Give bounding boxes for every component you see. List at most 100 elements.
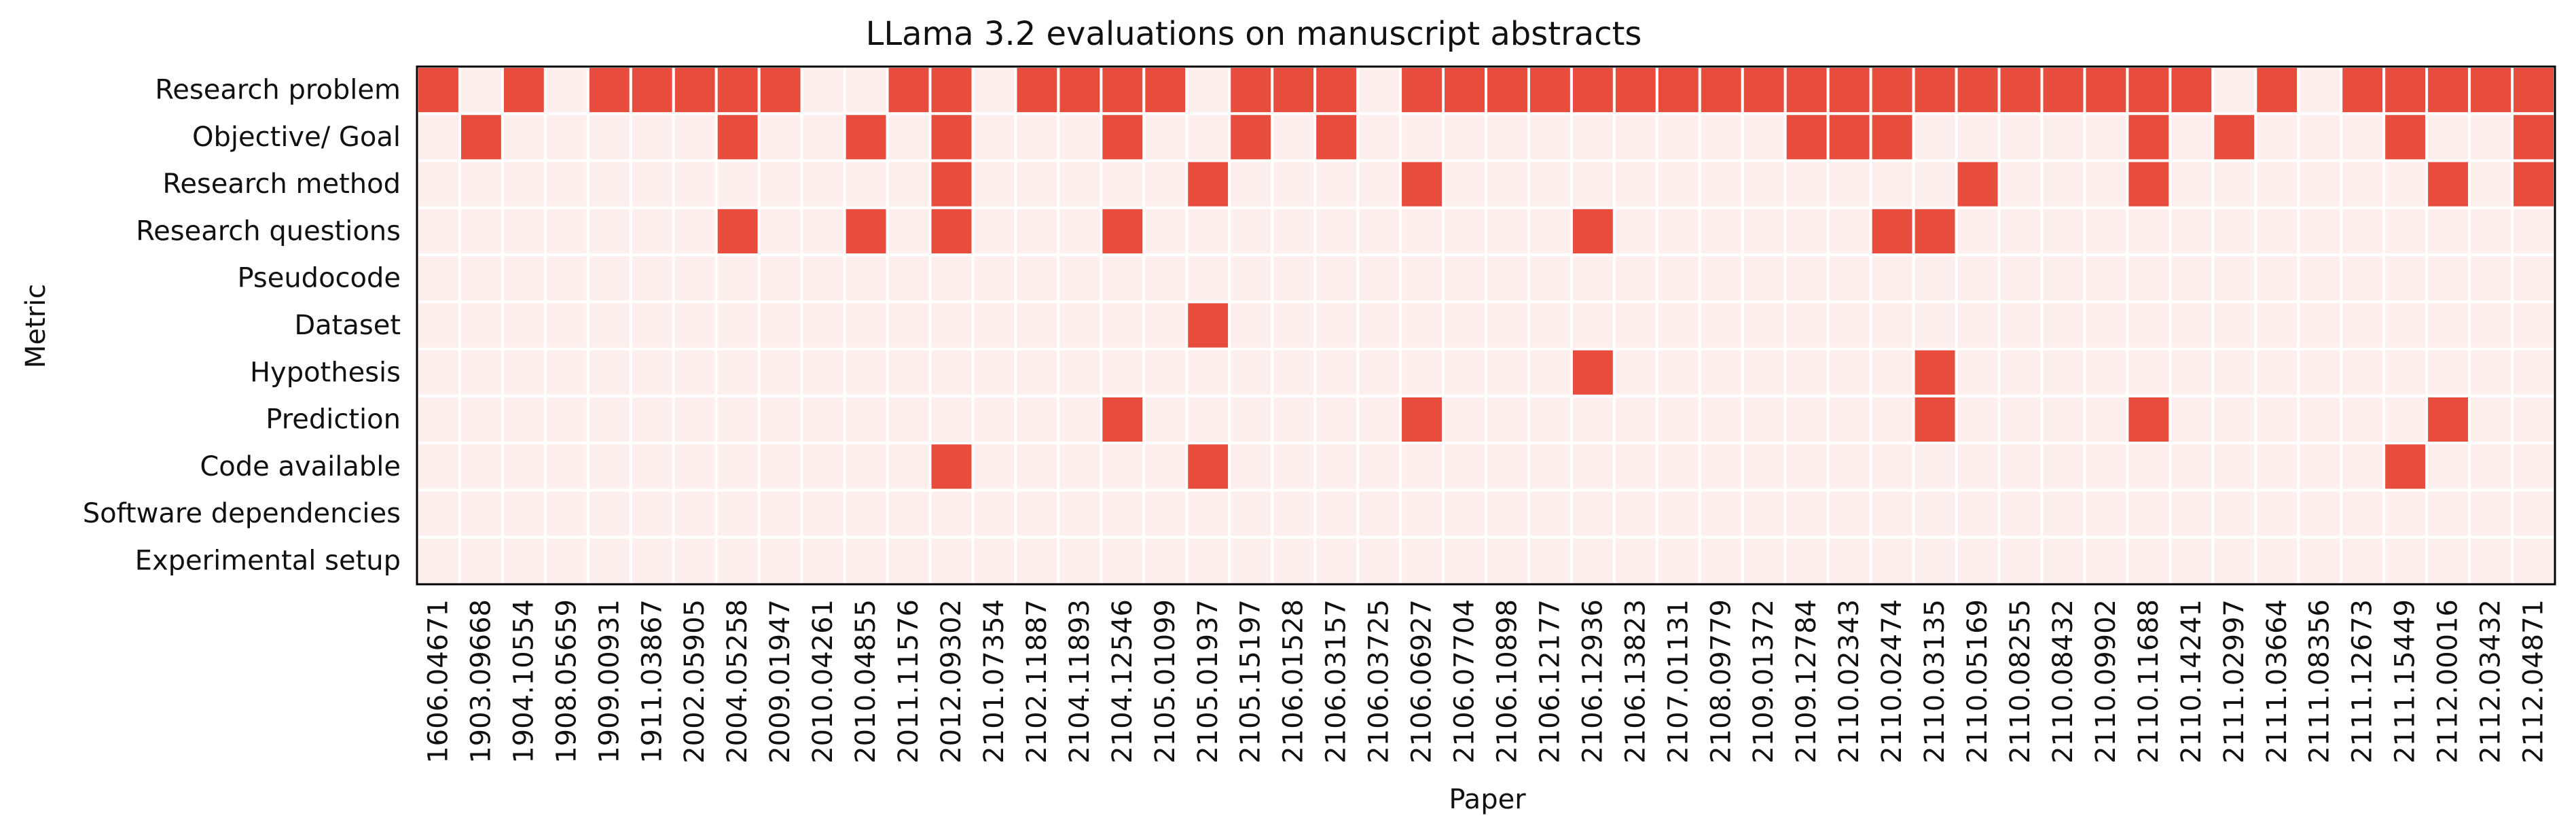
heatmap-cell <box>2040 535 2086 586</box>
heatmap-cell <box>1100 488 1146 539</box>
column-tick-label: 2109.01372 <box>1748 599 1779 764</box>
heatmap-cell <box>2040 206 2086 257</box>
heatmap-cell <box>886 112 932 162</box>
heatmap-cell <box>1057 347 1103 397</box>
heatmap-cell <box>1783 488 1830 539</box>
heatmap-cell <box>416 159 461 209</box>
heatmap-cell <box>1655 65 1701 115</box>
column-tick-label: 2011.11576 <box>893 599 924 764</box>
heatmap-cell <box>458 394 504 445</box>
heatmap-cell <box>1612 535 1658 586</box>
heatmap-cell <box>1142 300 1189 351</box>
heatmap-cell <box>2511 112 2557 162</box>
heatmap-cell <box>886 488 932 539</box>
heatmap-cell <box>1826 394 1872 445</box>
heatmap-cell <box>886 394 932 445</box>
heatmap-cell <box>1142 488 1189 539</box>
heatmap-cell <box>1356 65 1402 115</box>
heatmap-cell <box>1485 112 1530 162</box>
heatmap-cell <box>714 112 761 162</box>
heatmap-cell <box>1485 394 1530 445</box>
heatmap-cell <box>2040 488 2086 539</box>
heatmap-cell <box>501 394 547 445</box>
heatmap-cell <box>1185 253 1231 304</box>
heatmap-cell <box>2340 112 2386 162</box>
heatmap-cell <box>1997 442 2044 492</box>
heatmap-cell <box>1185 300 1231 351</box>
heatmap-cell <box>928 206 975 257</box>
row-tick-label: Dataset <box>294 310 401 341</box>
heatmap-cell <box>2083 112 2129 162</box>
heatmap-cell <box>1399 253 1445 304</box>
column-tick-label: 2106.13823 <box>1620 599 1651 764</box>
heatmap-cell <box>2211 112 2257 162</box>
heatmap-cell <box>2254 65 2300 115</box>
heatmap-cell <box>2425 300 2471 351</box>
heatmap-cell <box>501 112 547 162</box>
heatmap-cell <box>1228 112 1274 162</box>
heatmap-cell <box>1142 65 1189 115</box>
column-tick-label: 2110.02474 <box>1876 599 1908 764</box>
heatmap-cell <box>1356 253 1402 304</box>
column-tick-label: 2112.03432 <box>2475 599 2507 764</box>
heatmap-cell <box>1698 347 1744 397</box>
heatmap-cell <box>2083 300 2129 351</box>
heatmap-cell <box>501 253 547 304</box>
heatmap-cell <box>843 394 889 445</box>
column-tick-label: 2111.08356 <box>2304 599 2336 764</box>
heatmap-cell <box>2211 347 2257 397</box>
heatmap-cell <box>1399 535 1445 586</box>
heatmap-cell <box>2211 253 2257 304</box>
heatmap-cell <box>2468 442 2514 492</box>
heatmap-cell <box>1399 65 1445 115</box>
heatmap-cell <box>1014 159 1060 209</box>
heatmap-cell <box>1228 442 1274 492</box>
heatmap-cell <box>2040 394 2086 445</box>
heatmap-cell <box>1356 206 1402 257</box>
heatmap-cell <box>1271 488 1317 539</box>
heatmap-cell <box>714 159 761 209</box>
heatmap-cell <box>586 394 632 445</box>
plot-frame <box>416 65 2556 586</box>
heatmap-cell <box>714 442 761 492</box>
heatmap-cell <box>2254 488 2300 539</box>
heatmap-cell <box>2511 65 2557 115</box>
column-tick-label: 2112.00016 <box>2433 599 2464 764</box>
heatmap-cell <box>1313 112 1360 162</box>
heatmap-cell <box>1997 488 2044 539</box>
heatmap-cell <box>629 159 675 209</box>
heatmap-cell <box>2468 394 2514 445</box>
heatmap-cell <box>2425 347 2471 397</box>
heatmap-cell <box>2211 394 2257 445</box>
column-tick-label: 2107.01131 <box>1663 599 1694 764</box>
heatmap-cell <box>2468 488 2514 539</box>
column-tick-label: 1911.03867 <box>636 599 668 764</box>
heatmap-cell <box>1100 442 1146 492</box>
heatmap-cell <box>2126 442 2172 492</box>
heatmap-cell <box>1313 394 1360 445</box>
heatmap-cell <box>458 347 504 397</box>
heatmap-cell <box>1185 488 1231 539</box>
heatmap-cell <box>928 442 975 492</box>
heatmap-cell <box>2083 347 2129 397</box>
heatmap-cell <box>1142 253 1189 304</box>
heatmap-cell <box>501 347 547 397</box>
heatmap-cell <box>1271 112 1317 162</box>
heatmap-cell <box>971 347 1017 397</box>
heatmap-cell <box>629 300 675 351</box>
heatmap-cell <box>1912 442 1958 492</box>
heatmap-cell <box>629 442 675 492</box>
heatmap-cell <box>2382 112 2429 162</box>
heatmap-cell <box>629 394 675 445</box>
heatmap-cell <box>2340 253 2386 304</box>
heatmap-cell <box>1313 65 1360 115</box>
x-axis-label: Paper <box>1449 784 1526 815</box>
heatmap-cell <box>458 442 504 492</box>
heatmap-cell <box>757 488 803 539</box>
heatmap-cell <box>2254 300 2300 351</box>
heatmap-cell <box>2211 206 2257 257</box>
heatmap-cell <box>800 535 846 586</box>
column-tick-label: 2002.05905 <box>679 599 710 764</box>
heatmap-cell <box>2382 253 2429 304</box>
heatmap-cell <box>1826 488 1872 539</box>
